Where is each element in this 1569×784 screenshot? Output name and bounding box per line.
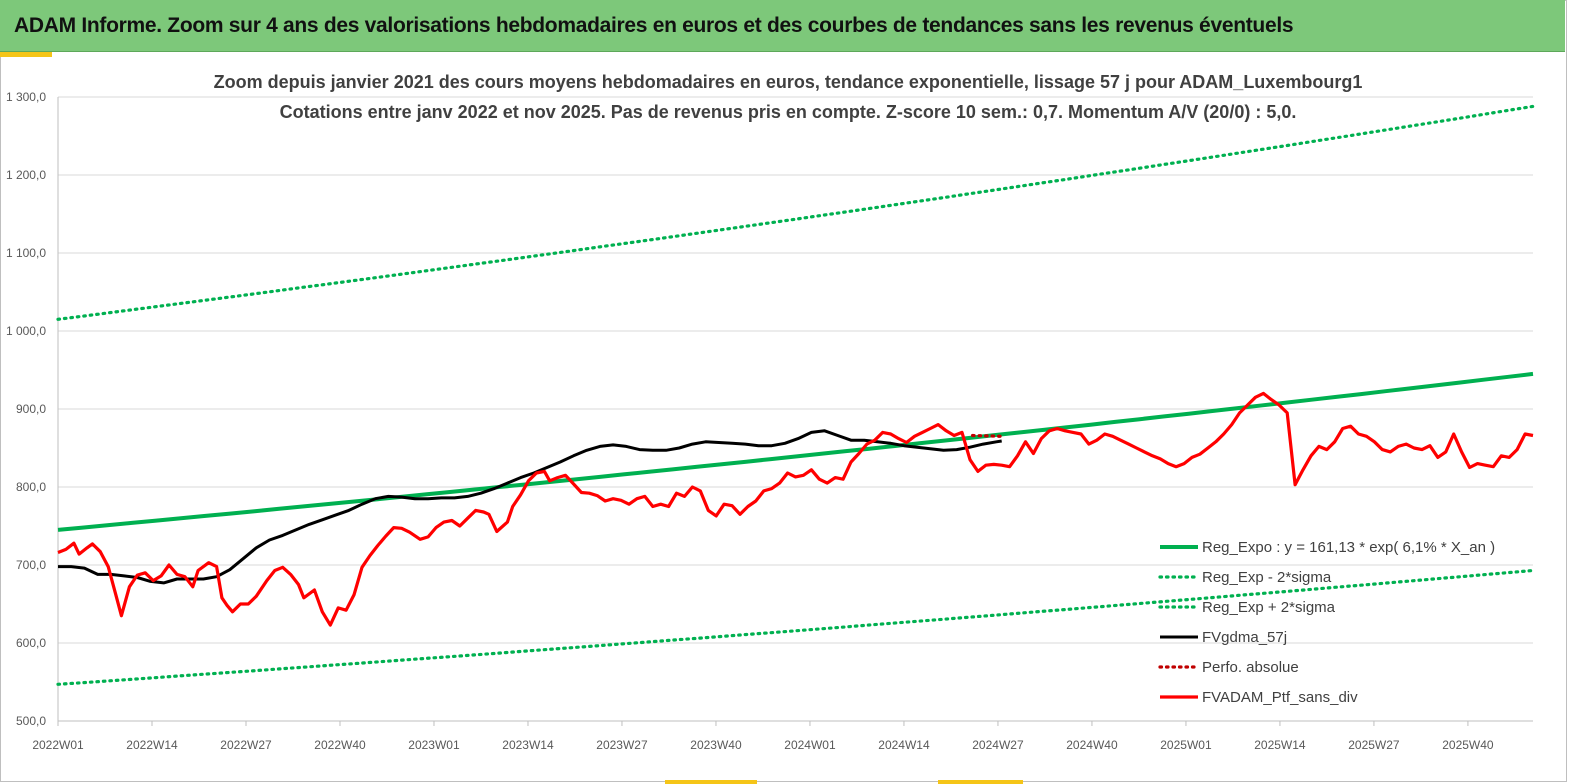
series-line-6 — [57, 391, 1534, 627]
legend-label: Reg_Expo : y = 161,13 * exp( 6,1% * X_an… — [1202, 539, 1495, 556]
x-tick-label: 2025W27 — [1348, 738, 1400, 752]
legend-label: FVADAM_Ptf_sans_div — [1202, 689, 1358, 706]
bottom-accent-bar — [938, 780, 1023, 784]
x-tick-label: 2022W14 — [126, 738, 178, 752]
x-tick-label: 2023W01 — [408, 738, 460, 752]
y-tick-label: 600,0 — [16, 636, 46, 650]
x-tick-label: 2024W40 — [1066, 738, 1118, 752]
x-tick-label: 2024W27 — [972, 738, 1024, 752]
x-tick-label: 2022W40 — [314, 738, 366, 752]
series-line-2 — [56, 568, 1535, 686]
legend-label: Reg_Exp + 2*sigma — [1202, 599, 1336, 616]
chart-subtitle-line1: Zoom depuis janvier 2021 des cours moyen… — [214, 72, 1363, 92]
legend-label: FVgdma_57j — [1202, 629, 1287, 646]
y-tick-label: 900,0 — [16, 402, 46, 416]
y-tick-label: 1 000,0 — [6, 324, 46, 338]
x-tick-label: 2023W14 — [502, 738, 554, 752]
legend-label: Reg_Exp - 2*sigma — [1202, 569, 1332, 586]
x-tick-label: 2025W14 — [1254, 738, 1306, 752]
x-tick-label: 2024W14 — [878, 738, 930, 752]
series-line-5 — [971, 433, 1004, 438]
legend-label: Perfo. absolue — [1202, 659, 1299, 676]
series-line-1 — [57, 371, 1534, 532]
y-tick-label: 500,0 — [16, 714, 46, 728]
gridlines — [58, 96, 1533, 722]
x-axis: 2022W01 2022W14 2022W27 2022W40 2023W01 2023W… — [32, 720, 1533, 752]
y-tick-label: 1 300,0 — [6, 90, 46, 104]
x-tick-label: 2025W40 — [1442, 738, 1494, 752]
accent-bar — [0, 52, 52, 57]
y-axis: 500,0 600,0 700,0 800,0 900,0 1 000,0 1 100,0 1… — [6, 90, 59, 728]
x-tick-label: 2025W01 — [1160, 738, 1212, 752]
series-line-4 — [58, 429, 1002, 585]
page-title: ADAM Informe. Zoom sur 4 ans des valoris… — [14, 14, 1294, 37]
x-tick-label: 2024W01 — [784, 738, 836, 752]
chart-subtitle-line2: Cotations entre janv 2022 et nov 2025. P… — [280, 102, 1297, 122]
y-tick-label: 800,0 — [16, 480, 46, 494]
y-tick-label: 1 200,0 — [6, 168, 46, 182]
line-chart: Zoom depuis janvier 2021 des cours moyen… — [6, 72, 1535, 752]
y-tick-label: 1 100,0 — [6, 246, 46, 260]
series-group — [56, 104, 1535, 686]
x-tick-label: 2023W40 — [690, 738, 742, 752]
x-tick-label: 2022W01 — [32, 738, 84, 752]
bottom-accent-bar — [665, 780, 757, 784]
header-banner: ADAM Informe. Zoom sur 4 ans des valoris… — [0, 0, 1565, 52]
series-line-3 — [56, 104, 1535, 321]
x-tick-label: 2023W27 — [596, 738, 648, 752]
legend: Reg_Expo : y = 161,13 * exp( 6,1% * X_an… — [1158, 539, 1495, 706]
x-tick-label: 2022W27 — [220, 738, 272, 752]
y-tick-label: 700,0 — [16, 558, 46, 572]
